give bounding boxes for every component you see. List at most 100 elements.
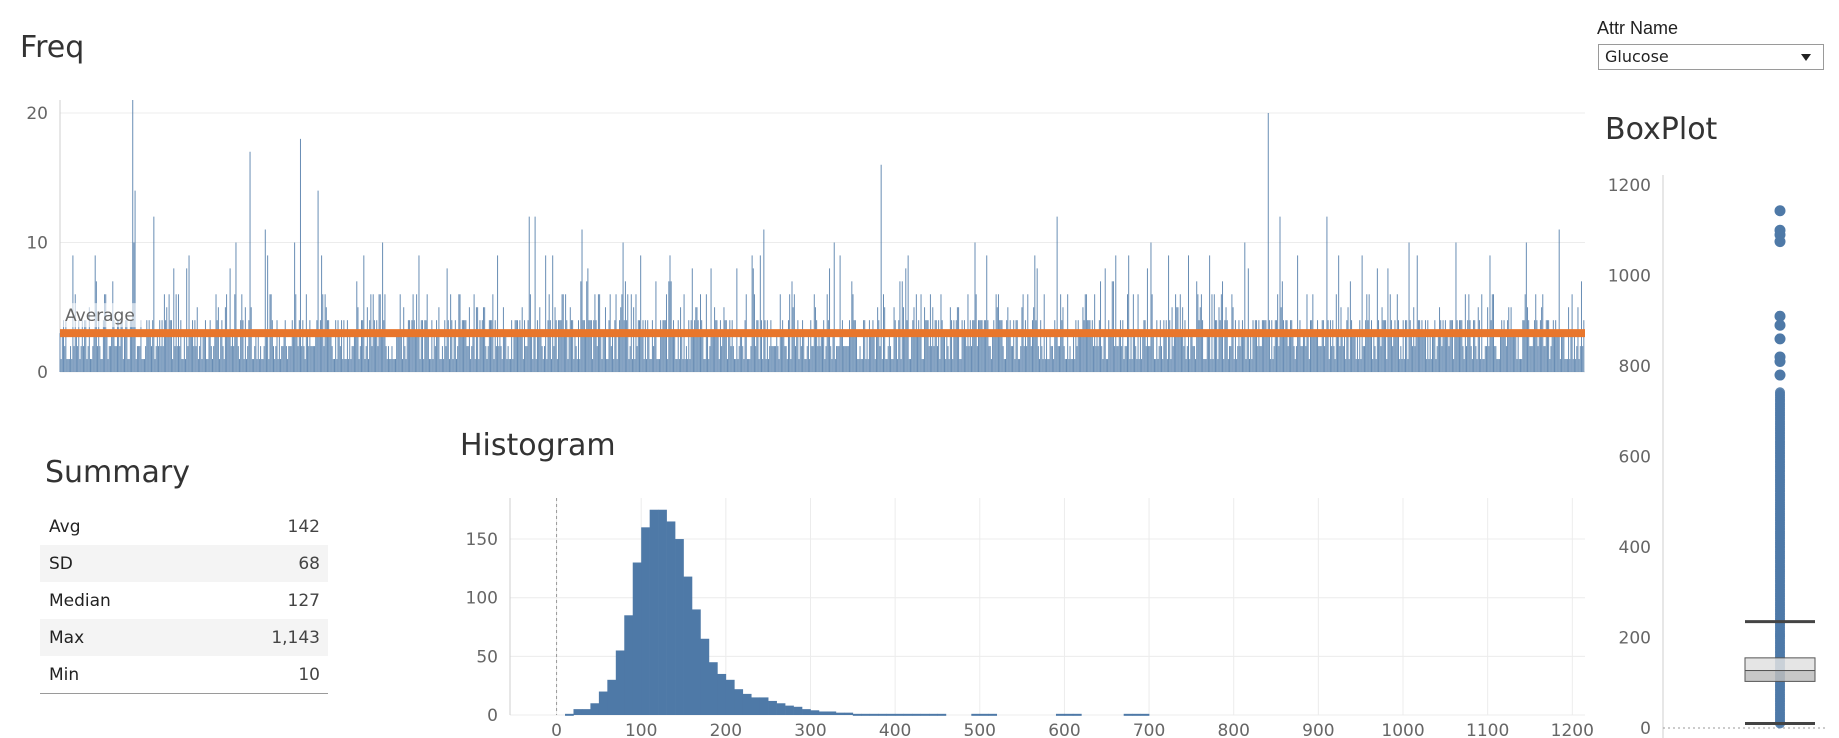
- x-tick-label: 1000: [1381, 721, 1424, 738]
- histogram-bar: [768, 700, 777, 715]
- x-tick-label: 900: [1302, 721, 1334, 738]
- histogram-bar: [1140, 713, 1150, 716]
- histogram-bar: [793, 706, 803, 715]
- histogram-bar: [751, 697, 761, 715]
- y-tick-label: 1000: [1608, 267, 1651, 287]
- histogram-bar: [700, 638, 710, 715]
- y-tick-label: 200: [1619, 629, 1651, 649]
- summary-table: Avg 142 SD 68 Median 127 Max 1,143 Min 1…: [40, 508, 328, 694]
- outlier-point: [1774, 205, 1786, 217]
- y-tick-label: 20: [26, 104, 48, 124]
- summary-row-min: Min 10: [40, 656, 328, 693]
- attr-name-label: Attr Name: [1597, 18, 1679, 38]
- boxplot-chart: 0 200 400 600 800 1000 1200: [1608, 175, 1827, 738]
- histogram-bar: [937, 713, 947, 716]
- outlier-point: [1774, 369, 1786, 381]
- histogram-bar: [1064, 713, 1074, 716]
- y-tick-label: 0: [487, 706, 498, 726]
- summary-row-avg: Avg 142: [40, 508, 328, 545]
- histogram-bar: [878, 713, 887, 716]
- summary-value: 142: [287, 516, 320, 537]
- box-lower: [1744, 670, 1816, 682]
- histogram-bar: [971, 713, 981, 716]
- histogram-bar: [607, 679, 617, 715]
- x-tick-label: 500: [964, 721, 996, 738]
- histogram-bar: [708, 662, 718, 715]
- histogram-bar: [565, 713, 574, 716]
- summary-value: 127: [287, 590, 320, 611]
- average-label-bg: [62, 303, 142, 328]
- outlier-point: [1774, 355, 1786, 367]
- x-tick-label: 600: [1048, 721, 1080, 738]
- histogram-bar: [649, 509, 659, 715]
- histogram-bar: [590, 703, 600, 715]
- histogram-bar: [810, 710, 820, 715]
- summary-value: 10: [298, 664, 320, 685]
- x-tick-label: 400: [879, 721, 911, 738]
- x-tick-label: 700: [1133, 721, 1165, 738]
- boxplot-title: BoxPlot: [1605, 112, 1718, 147]
- summary-label: Max: [49, 627, 85, 648]
- histogram-bar: [861, 713, 871, 716]
- histogram-bar: [818, 711, 828, 715]
- outlier-point: [1774, 333, 1786, 345]
- histogram-bar: [632, 562, 642, 715]
- histogram-bar: [852, 713, 862, 716]
- histogram-bar: [895, 713, 904, 716]
- y-tick-label: 400: [1619, 538, 1651, 558]
- average-reference-line: [60, 329, 1585, 338]
- histogram-bar: [827, 711, 837, 715]
- y-tick-label: 10: [26, 233, 48, 253]
- data-point: [1775, 387, 1785, 398]
- outlier-point: [1774, 236, 1786, 248]
- y-tick-label: 800: [1619, 357, 1651, 377]
- histogram-bar: [1055, 713, 1065, 716]
- summary-value: 1,143: [271, 627, 320, 648]
- x-tick-label: 1100: [1466, 721, 1509, 738]
- x-tick-label: 300: [794, 721, 826, 738]
- histogram-bar: [691, 609, 701, 715]
- freq-chart: 0 10 20 Average: [26, 100, 1585, 380]
- histogram-bar: [717, 673, 727, 715]
- histogram-bars: [565, 509, 1150, 716]
- y-tick-label: 150: [466, 530, 498, 550]
- x-tick-label: 1200: [1551, 721, 1594, 738]
- histogram-bar: [1132, 713, 1141, 716]
- histogram-bar: [1123, 713, 1133, 716]
- histogram-bar: [903, 713, 913, 716]
- histogram-bar: [683, 576, 693, 715]
- histogram-chart: 0 100 200 300 400 500 600 700 800 900 1000 1100 1200…: [466, 498, 1594, 738]
- histogram-bar: [869, 713, 879, 716]
- histogram-bar: [742, 693, 752, 715]
- histogram-bar: [666, 521, 676, 715]
- histogram-bar: [988, 713, 998, 716]
- x-tick-label: 100: [625, 721, 657, 738]
- freq-bars: [59, 100, 1585, 372]
- histogram-bar: [573, 709, 583, 715]
- summary-title: Summary: [45, 455, 190, 490]
- summary-row-max: Max 1,143: [40, 619, 328, 656]
- histogram-title: Histogram: [460, 428, 616, 463]
- histogram-bar: [581, 709, 591, 715]
- summary-label: SD: [49, 553, 73, 574]
- attr-name-dropdown[interactable]: Glucose: [1598, 44, 1824, 70]
- histogram-bar: [886, 713, 896, 716]
- histogram-bar: [835, 712, 845, 715]
- histogram-bar: [928, 713, 938, 716]
- x-tick-label: 0: [551, 721, 562, 738]
- summary-label: Min: [49, 664, 80, 685]
- y-tick-label: 100: [466, 589, 498, 609]
- summary-label: Median: [49, 590, 111, 611]
- histogram-bar: [675, 539, 684, 715]
- x-tick-label: 800: [1217, 721, 1249, 738]
- chevron-down-icon[interactable]: [1801, 54, 1811, 61]
- summary-divider: [40, 693, 328, 694]
- histogram-bar: [624, 615, 634, 715]
- boxplot-points: [1774, 205, 1786, 729]
- histogram-bar: [912, 713, 921, 716]
- histogram-bar: [658, 509, 667, 715]
- y-tick-label: 1200: [1608, 176, 1651, 196]
- summary-value: 68: [298, 553, 320, 574]
- histogram-bar: [1072, 713, 1082, 716]
- y-tick-label: 0: [1640, 719, 1651, 738]
